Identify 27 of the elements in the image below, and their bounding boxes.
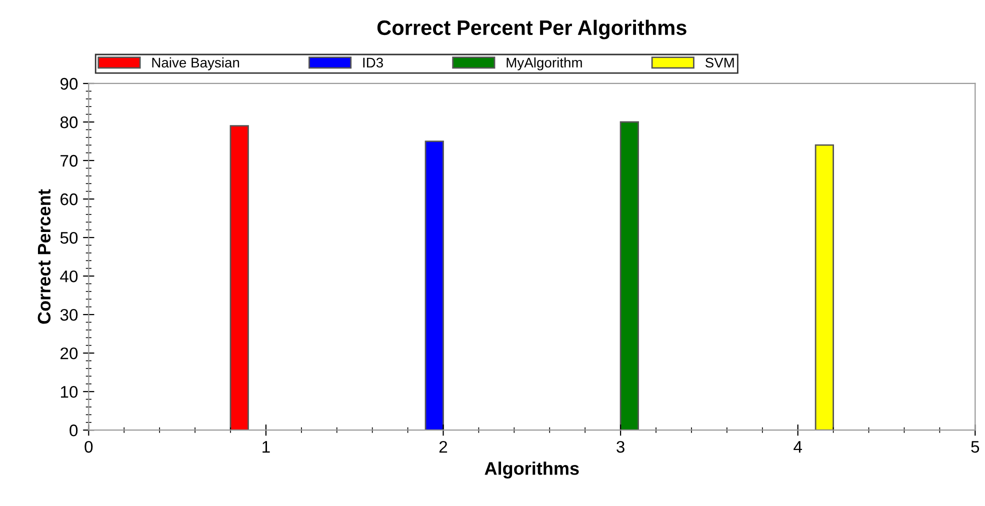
bar	[620, 121, 639, 430]
y-axis-title: Correct Percent	[38, 189, 51, 324]
legend-label: Naive Baysian	[152, 57, 240, 70]
x-tick-label: 4	[794, 441, 802, 453]
y-tick-label: 60	[60, 193, 78, 206]
x-tick-label: 2	[439, 440, 448, 453]
x-tick-label: 1	[262, 441, 270, 453]
y-tick-label: 70	[60, 154, 78, 167]
legend-label: MyAlgorithm	[506, 57, 582, 70]
bar	[814, 144, 834, 430]
x-axis-title: Algorithms	[484, 462, 579, 479]
bar	[230, 125, 249, 430]
x-tick-label: 0	[84, 440, 93, 453]
y-tick-label: 50	[60, 232, 78, 244]
legend-label: ID3	[363, 58, 383, 68]
y-tick-label: 40	[60, 270, 78, 282]
legend-label: SVM	[705, 58, 734, 68]
x-tick-label: 3	[616, 440, 624, 453]
y-tick-label: 0	[70, 424, 78, 436]
chart-title: Correct Percent Per Algorithms	[377, 20, 686, 40]
y-tick-label: 80	[60, 116, 78, 128]
bar	[424, 140, 444, 430]
y-tick-label: 30	[60, 308, 78, 321]
y-tick-label: 90	[60, 78, 78, 90]
y-tick-label: 10	[60, 386, 78, 398]
x-tick-label: 5	[971, 441, 980, 453]
y-tick-label: 20	[60, 347, 78, 360]
